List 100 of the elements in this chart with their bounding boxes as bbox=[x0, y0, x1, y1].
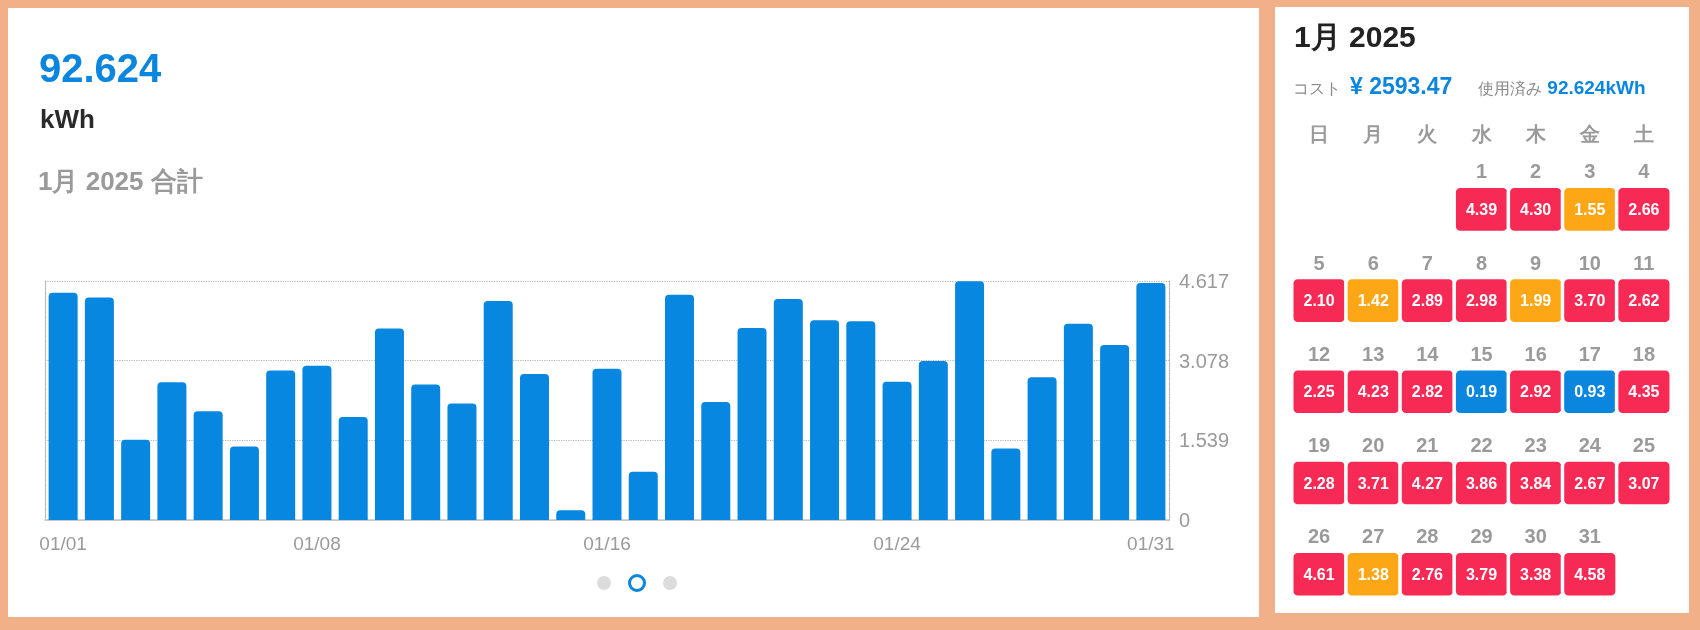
bar bbox=[121, 439, 151, 520]
data-label: 2.89 bbox=[1411, 292, 1444, 310]
bar bbox=[48, 292, 78, 520]
annotation: 21 bbox=[1416, 434, 1439, 456]
annotation: 9 bbox=[1530, 251, 1542, 274]
bar bbox=[773, 298, 803, 520]
data-label: 3.84 bbox=[1520, 474, 1552, 492]
bar bbox=[447, 403, 477, 520]
data-label: 2.98 bbox=[1465, 292, 1498, 310]
annotation: 24 bbox=[1578, 434, 1602, 456]
bar bbox=[193, 411, 223, 520]
annotation: 30 bbox=[1524, 525, 1547, 548]
x-tick-label: 01/24 bbox=[873, 533, 922, 554]
data-label: 3.07 bbox=[1628, 474, 1660, 492]
data-label: 3.38 bbox=[1520, 565, 1552, 583]
bar bbox=[374, 328, 404, 520]
text: 4 bbox=[1638, 160, 1651, 183]
bar bbox=[1136, 282, 1166, 520]
annotation: 15 bbox=[1470, 342, 1493, 365]
bar bbox=[1100, 345, 1130, 520]
bar bbox=[737, 327, 767, 520]
text: コスト bbox=[1293, 80, 1341, 97]
bar bbox=[157, 382, 187, 520]
annotation: 29 bbox=[1470, 525, 1493, 548]
annotation: 6 bbox=[1367, 251, 1379, 274]
bar bbox=[229, 446, 259, 520]
data-label: 3.79 bbox=[1465, 565, 1498, 583]
y-tick-label: 0 bbox=[1179, 509, 1191, 531]
annotation: 31 bbox=[1578, 525, 1601, 548]
data-label: 4.39 bbox=[1465, 200, 1498, 218]
data-label: 1.42 bbox=[1357, 292, 1389, 310]
bar bbox=[918, 361, 948, 520]
x-tick-label: 01/08 bbox=[293, 533, 341, 554]
bar bbox=[628, 471, 658, 520]
data-label: 2.10 bbox=[1303, 292, 1335, 310]
x-tick-label: 金 bbox=[1578, 123, 1600, 145]
data-label: 4.30 bbox=[1520, 200, 1552, 218]
data-label: 2.66 bbox=[1628, 200, 1660, 218]
data-label: 0.19 bbox=[1465, 383, 1498, 401]
data-label: 4.58 bbox=[1574, 565, 1606, 583]
data-label: 2.76 bbox=[1411, 565, 1444, 583]
bar bbox=[519, 374, 549, 520]
x-tick-label: 01/01 bbox=[39, 533, 87, 554]
annotation: 27 bbox=[1362, 525, 1385, 548]
annotation: 19 bbox=[1307, 434, 1331, 456]
annotation: 18 bbox=[1632, 342, 1656, 365]
bar bbox=[810, 320, 840, 520]
x-tick-label: 木 bbox=[1524, 123, 1547, 145]
annotation: 28 bbox=[1416, 525, 1439, 548]
annotation: 13 bbox=[1362, 342, 1385, 365]
bar bbox=[955, 281, 985, 520]
annotation: 17 bbox=[1578, 342, 1601, 365]
text: ¥ 2593.47 bbox=[1350, 73, 1453, 99]
bar bbox=[338, 416, 368, 520]
bar bbox=[302, 365, 332, 520]
chart-subtitle: kWh bbox=[40, 104, 95, 134]
data-label: 4.35 bbox=[1628, 383, 1660, 401]
annotation: 5 bbox=[1313, 251, 1325, 274]
bar bbox=[84, 297, 114, 520]
bar bbox=[483, 301, 513, 520]
text: 92.624kWh bbox=[1547, 77, 1646, 98]
annotation: 14 bbox=[1416, 342, 1440, 365]
data-label: 4.27 bbox=[1411, 474, 1444, 492]
x-tick-label: 月 bbox=[1362, 123, 1384, 145]
x-tick-label: 土 bbox=[1632, 123, 1654, 145]
data-label: 3.71 bbox=[1357, 474, 1389, 492]
annotation: 10 bbox=[1578, 251, 1601, 274]
x-tick-label: 火 bbox=[1417, 123, 1439, 145]
y-tick-label: 4.617 bbox=[1179, 270, 1230, 292]
data-label: 2.62 bbox=[1628, 292, 1660, 310]
bar bbox=[266, 370, 296, 520]
data-label: 3.70 bbox=[1574, 292, 1606, 310]
data-label: 4.61 bbox=[1303, 565, 1335, 583]
data-label: 1.38 bbox=[1357, 565, 1389, 583]
data-label: 2.28 bbox=[1303, 474, 1335, 492]
annotation: 8 bbox=[1475, 251, 1488, 274]
bar bbox=[701, 401, 731, 520]
data-label: 1.99 bbox=[1520, 292, 1552, 310]
bar bbox=[592, 368, 622, 520]
annotation: 23 bbox=[1524, 434, 1547, 456]
data-label: 2.92 bbox=[1520, 383, 1552, 401]
text: 1 bbox=[1475, 160, 1488, 183]
annotation: 25 bbox=[1632, 434, 1656, 456]
bar bbox=[411, 384, 441, 520]
x-tick-label: 水 bbox=[1470, 123, 1493, 145]
data-label: 2.82 bbox=[1411, 383, 1444, 401]
data-label: 4.23 bbox=[1357, 383, 1389, 401]
chart-title: 92.624 bbox=[39, 46, 162, 90]
y-tick-label: 1.539 bbox=[1179, 429, 1230, 452]
bar bbox=[1027, 377, 1057, 520]
chart-title: 1月 2025 bbox=[1294, 20, 1416, 53]
text: 2 bbox=[1530, 160, 1542, 183]
x-tick-label: 日 bbox=[1309, 123, 1330, 145]
x-tick-label: 01/31 bbox=[1127, 533, 1175, 554]
text: 1月 2025 合計 bbox=[38, 166, 203, 196]
annotation: 16 bbox=[1524, 342, 1547, 365]
text: 3 bbox=[1584, 160, 1596, 183]
y-tick-label: 3.078 bbox=[1179, 349, 1230, 372]
data-label: 2.67 bbox=[1574, 474, 1606, 492]
bar bbox=[991, 448, 1021, 520]
